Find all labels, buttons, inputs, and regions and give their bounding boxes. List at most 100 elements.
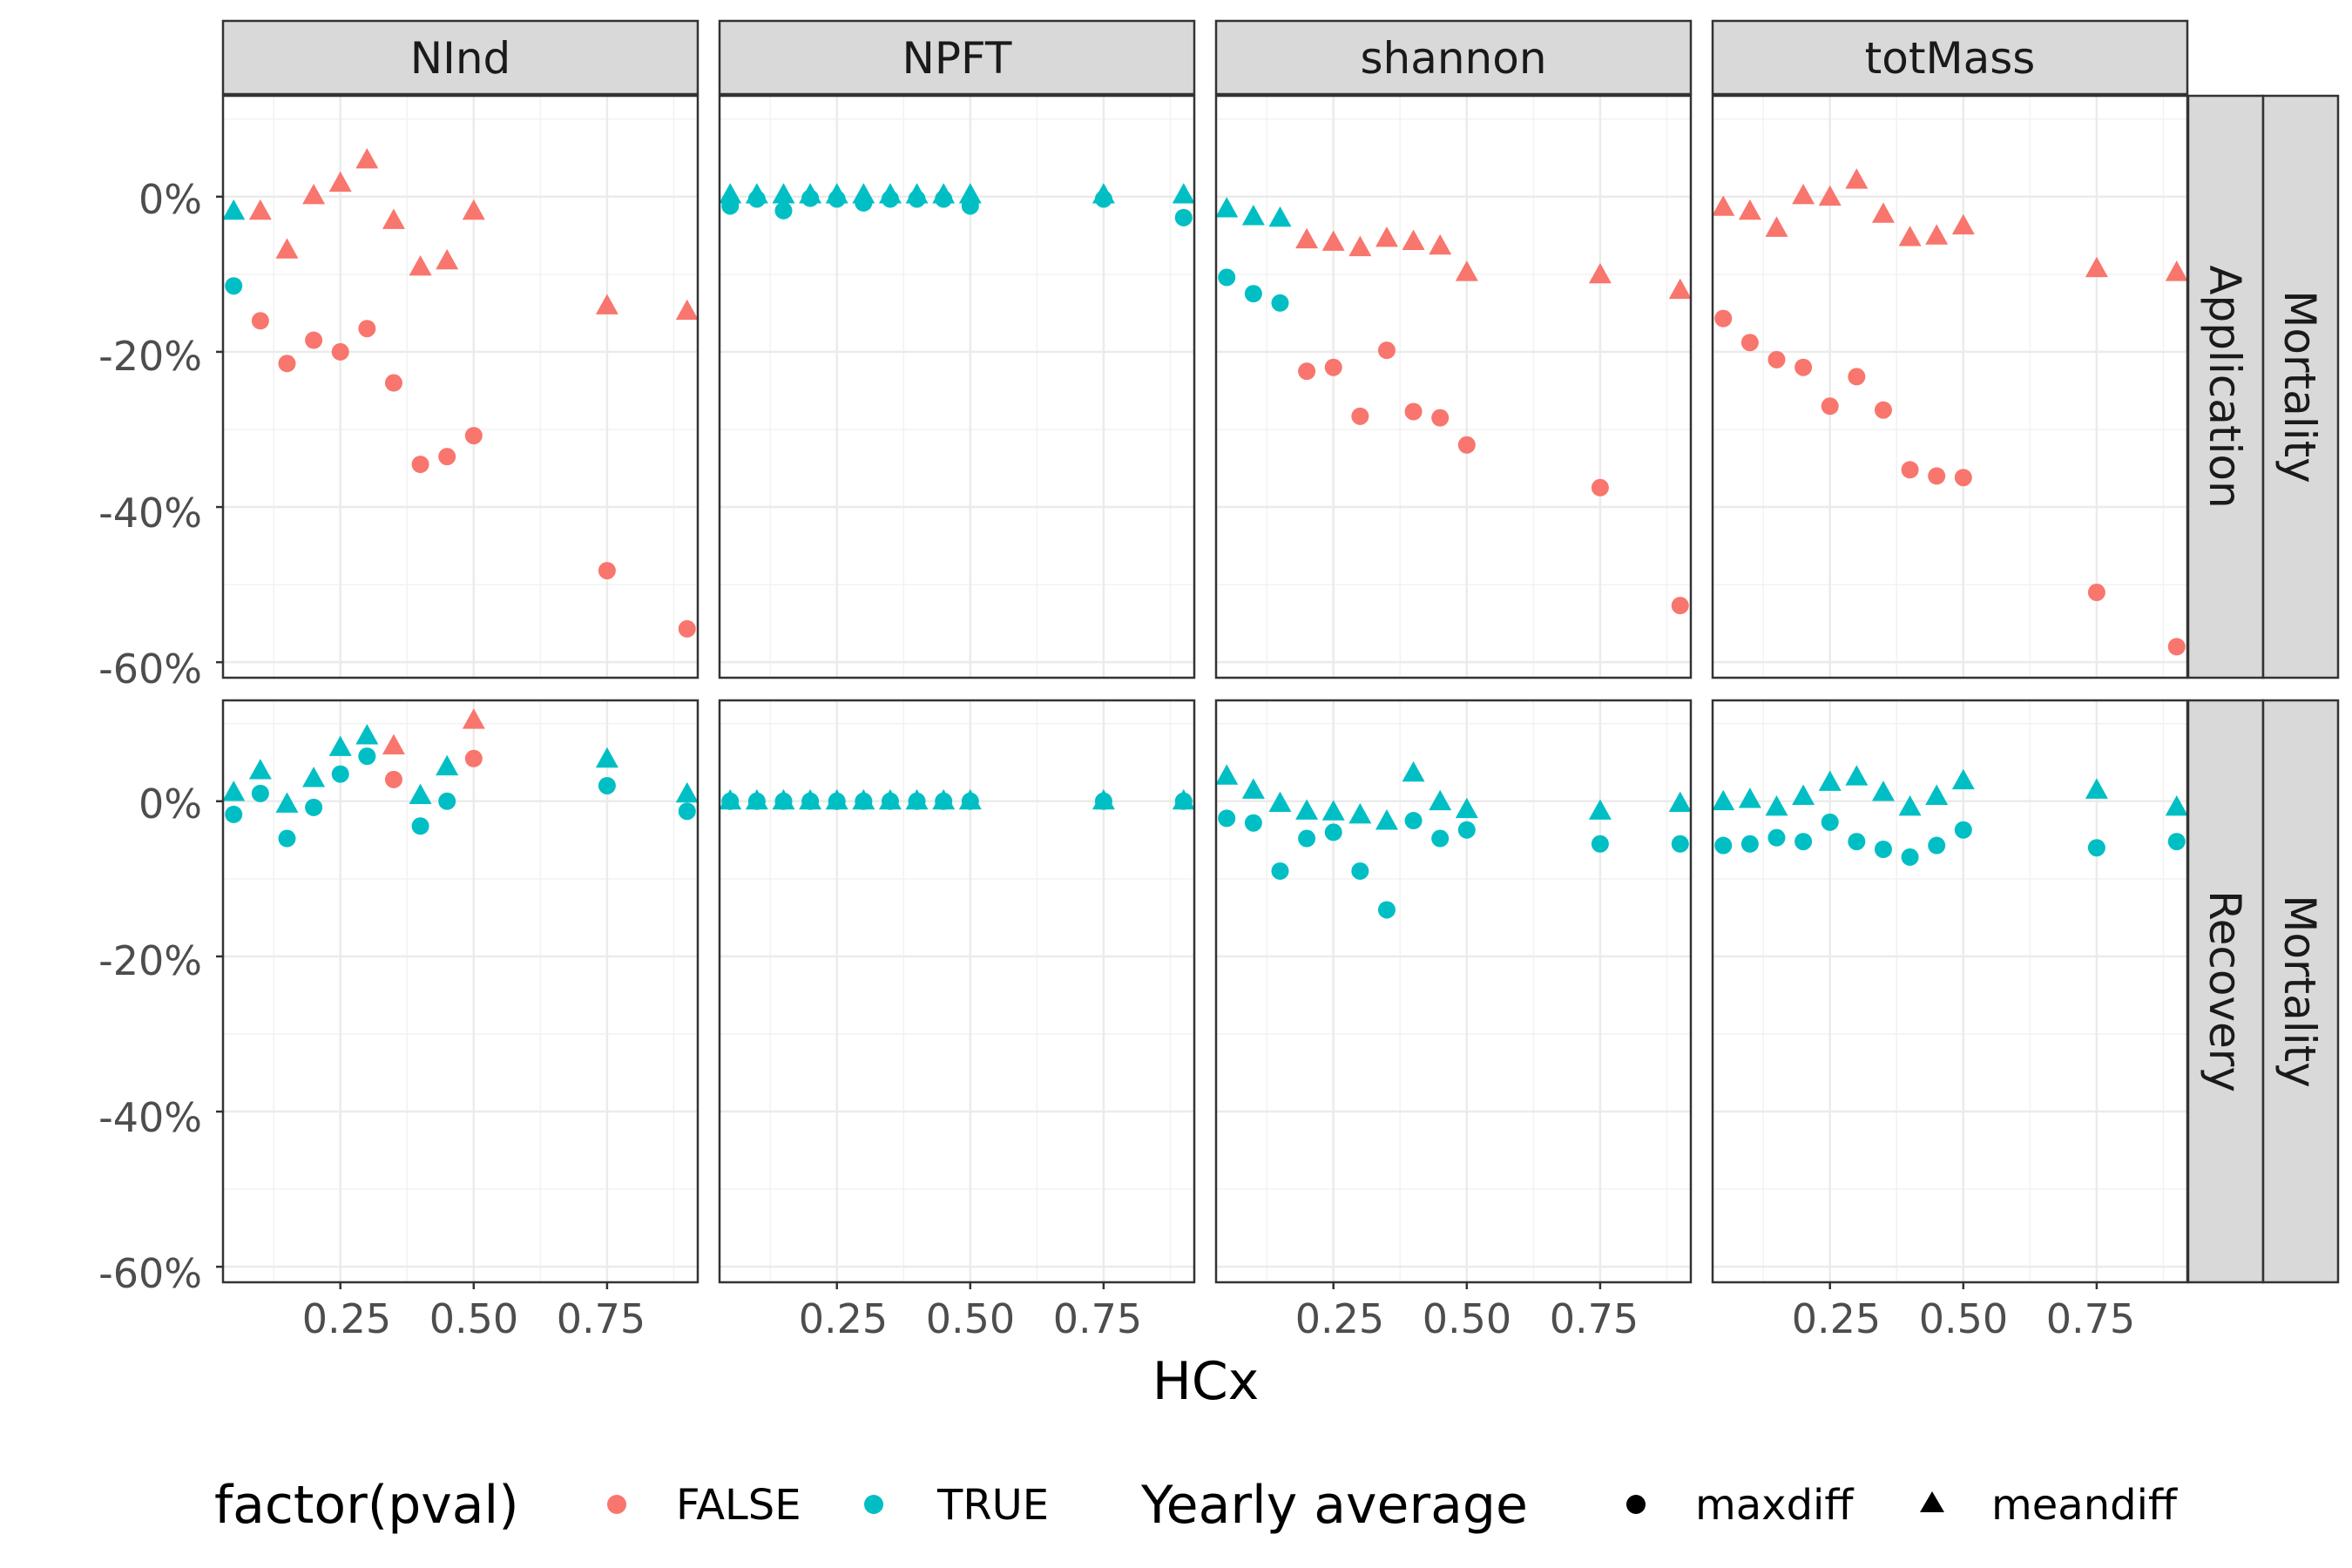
data-point-meandiff [1455,260,1478,281]
data-point-meandiff [1241,205,1265,226]
data-point-meandiff [1348,802,1372,824]
data-point-meandiff [1429,233,1452,255]
data-point-meandiff [1348,235,1372,257]
data-point-maxdiff [1794,833,1813,851]
data-point-meandiff [382,733,405,755]
data-point-maxdiff [1298,829,1316,848]
data-point-maxdiff [678,802,696,821]
x-tick-label: 0.50 [1423,1295,1511,1342]
panel-background [223,700,698,1282]
data-point-maxdiff [598,776,616,794]
data-point-meandiff [825,183,848,204]
strip-col-1 [718,19,1196,96]
data-point-meandiff [1588,262,1612,284]
data-point-meandiff [409,783,432,805]
data-point-meandiff [772,788,795,810]
data-point-meandiff [905,183,929,204]
legend-label-maxdiff: maxdiff [1695,1481,1854,1530]
data-point-maxdiff [1271,862,1289,880]
data-point-meandiff [409,254,432,276]
strip-label-totMass: totMass [1865,33,2036,84]
data-point-maxdiff [1714,309,1733,328]
data-point-maxdiff [251,312,269,330]
row-strips: Application Mortality Recovery Mortality [2186,94,2340,1284]
data-point-meandiff [355,724,379,745]
strip-label-NInd: NInd [410,33,511,84]
data-point-meandiff [1871,202,1895,223]
data-point-meandiff [745,183,768,204]
data-point-meandiff [595,747,618,768]
data-point-meandiff [302,767,326,787]
data-point-meandiff [1925,784,1949,805]
data-point-maxdiff [278,355,296,373]
marks-layer [222,148,2188,919]
data-point-maxdiff [1821,813,1839,831]
panel-background [720,700,1194,1282]
data-point-meandiff [745,788,768,810]
panel-background [1216,700,1691,1282]
data-point-meandiff [1172,183,1195,204]
data-point-maxdiff [1218,268,1236,287]
legend-label-false: FALSE [676,1481,801,1530]
data-point-maxdiff [1767,350,1786,368]
x-tick-label: 0.50 [429,1295,518,1342]
data-point-meandiff [1455,797,1478,819]
data-point-maxdiff [1244,285,1262,303]
data-point-meandiff [275,792,299,813]
grid-layer [223,96,2187,1282]
data-point-maxdiff [1740,835,1759,853]
panel-border [221,699,700,1284]
data-point-maxdiff [1901,848,1919,866]
strip-label-shannon: shannon [1360,33,1546,84]
data-point-maxdiff [1404,402,1423,421]
legend: factor(pval) FALSE TRUE Yearly average m… [214,1475,2178,1536]
data-point-meandiff [1738,199,1761,220]
panel-border [1214,699,1693,1284]
data-point-maxdiff [384,770,402,788]
data-point-meandiff [852,183,875,204]
data-point-meandiff [248,759,272,780]
data-point-maxdiff [1928,467,1946,485]
data-point-maxdiff [1351,862,1369,880]
legend-key-meandiff [1920,1491,1944,1512]
data-point-meandiff [1765,216,1788,237]
data-point-meandiff [958,788,982,810]
data-point-maxdiff [1377,341,1396,360]
data-point-meandiff [1668,278,1692,300]
data-point-maxdiff [1591,478,1609,497]
x-axis-col-2: 0.25 0.50 0.75 [1295,1295,1639,1342]
data-point-meandiff [772,183,795,204]
data-point-meandiff [799,788,822,810]
legend-key-maxdiff [1626,1495,1646,1514]
x-axis-col-0: 0.25 0.50 0.75 [302,1295,645,1342]
data-point-meandiff [1295,799,1319,820]
x-tick-label: 0.75 [557,1295,645,1342]
x-axis-col-1: 0.25 0.50 0.75 [799,1295,1142,1342]
data-point-meandiff [1712,195,1735,216]
data-point-maxdiff [438,792,456,810]
x-tick-label: 0.75 [1550,1295,1639,1342]
data-point-maxdiff [1928,836,1946,855]
data-point-meandiff [1215,197,1239,218]
data-point-meandiff [2165,795,2188,816]
data-point-maxdiff [1714,836,1733,855]
data-point-maxdiff [331,765,349,783]
data-point-maxdiff [2087,584,2105,602]
data-point-meandiff [1951,213,1975,235]
column-strips: NInd NPFT shannon totMass [221,19,2189,96]
data-point-meandiff [1375,226,1398,247]
x-tick-label: 0.50 [1919,1295,2008,1342]
data-point-maxdiff [1431,409,1450,427]
data-point-meandiff [1321,800,1345,821]
data-point-meandiff [1898,795,1922,816]
data-point-maxdiff [1457,436,1476,454]
legend-label-meandiff: meandiff [1991,1481,2178,1530]
data-point-maxdiff [384,374,402,392]
strip-label-application: Application [2200,265,2250,508]
data-point-maxdiff [331,342,349,361]
data-point-meandiff [1402,229,1425,250]
data-point-maxdiff [1794,358,1813,376]
data-point-meandiff [905,788,929,810]
data-point-meandiff [799,183,822,204]
data-point-meandiff [932,788,956,810]
